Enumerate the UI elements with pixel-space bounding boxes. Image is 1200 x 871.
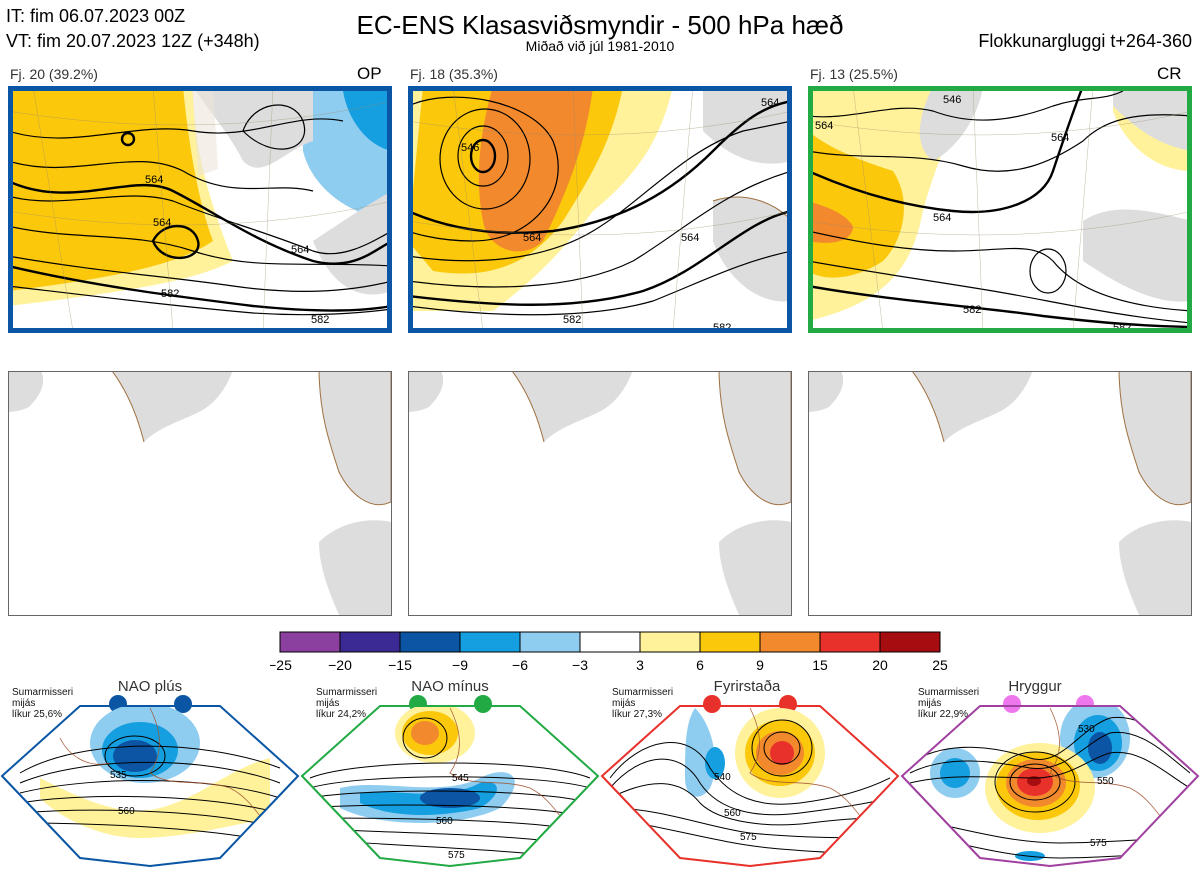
regime-2-map: 545 560 575 — [300, 695, 600, 868]
regime-contour-label: 550 — [1097, 776, 1114, 787]
regime-3-name: Fyrirstaða — [713, 678, 781, 695]
contour-label: 564 — [153, 217, 171, 229]
panel-3-label: Fj. 13 (25.5%) — [810, 66, 898, 82]
regime-1-name: NAO plús — [117, 678, 183, 695]
colorbar-tick-label: −15 — [388, 657, 412, 673]
colorbar-tick-label: 25 — [932, 657, 948, 673]
colorbar-tick-label: 15 — [812, 657, 828, 673]
regime-contour-label: 530 — [1078, 724, 1095, 735]
panel-1-tag: OP — [357, 64, 382, 83]
colorbar-tick-label: 20 — [872, 657, 888, 673]
empty-map-1 — [8, 371, 392, 616]
colorbar-tick-label: 6 — [696, 657, 704, 673]
colorbar-box — [579, 631, 641, 653]
colorbar-box — [339, 631, 401, 653]
panel-3-tag: CR — [1157, 64, 1182, 83]
regime-contour-label: 575 — [740, 832, 757, 843]
colorbar-box — [459, 631, 521, 653]
colorbar-tick-label: −25 — [270, 657, 292, 673]
colorbar-tick-label: −6 — [512, 657, 528, 673]
regime-contour-label: 560 — [724, 808, 741, 819]
colorbar-tick-label: 3 — [636, 657, 644, 673]
contour-label: 564 — [815, 120, 833, 132]
contour-label: 546 — [461, 142, 479, 154]
initial-time: IT: fim 06.07.2023 00Z — [6, 6, 186, 26]
regime-4-map: 530 550 575 — [900, 695, 1200, 868]
contour-label: 564 — [145, 174, 163, 186]
regime-contour-label: 535 — [110, 770, 127, 781]
regime-3-map: 540 560 575 — [600, 695, 900, 868]
regime-2-caption: Sumarmisseri mijás líkur 24,2% — [316, 687, 378, 720]
colorbar-box — [279, 631, 341, 653]
colorbar-box — [699, 631, 761, 653]
regime-4-caption: Sumarmisseri mijás líkur 22,9% — [918, 687, 980, 720]
colorbar-tick-label: 9 — [756, 657, 764, 673]
contour-label: 546 — [943, 94, 961, 106]
regime-row: Sumarmisseri mijás líkur 25,6% NAO plús — [0, 678, 1200, 871]
regime-contour-label: 545 — [452, 773, 469, 784]
contour-label: 582 — [713, 322, 731, 328]
regime-contour-label: 560 — [118, 806, 135, 817]
colorbar-tick-label: −9 — [452, 657, 468, 673]
contour-label: 582 — [563, 314, 581, 326]
regime-contour-label: 575 — [1090, 838, 1107, 849]
regime-3-caption: Sumarmisseri mijás líkur 27,3% — [612, 687, 674, 720]
regime-contour-label: 560 — [436, 816, 453, 827]
contour-label: 582 — [1113, 322, 1131, 328]
contour-label: 582 — [963, 304, 981, 316]
colorbar-box — [879, 631, 941, 653]
panel-2-label: Fj. 18 (35.3%) — [410, 66, 498, 82]
regime-contour-label: 575 — [448, 850, 465, 861]
contour-label: 564 — [681, 232, 699, 244]
contour-label: 564 — [933, 212, 951, 224]
colorbar-tick-label: −20 — [328, 657, 352, 673]
regime-contour-label: 540 — [714, 772, 731, 783]
cluster-map-2: 546 564 564 564 582 582 — [408, 86, 792, 333]
page-subtitle: Miðað við júl 1981-2010 — [525, 38, 675, 54]
regime-2-name: NAO mínus — [411, 678, 489, 695]
panel-1-label: Fj. 20 (39.2%) — [10, 66, 98, 82]
empty-map-2 — [408, 371, 792, 616]
contour-label: 564 — [1051, 132, 1069, 144]
contour-label: 564 — [523, 232, 541, 244]
empty-map-3 — [808, 371, 1192, 616]
valid-time: VT: fim 20.07.2023 12Z (+348h) — [6, 31, 260, 51]
regime-1-map: 535 560 — [0, 695, 300, 868]
regime-4-name: Hryggur — [1008, 678, 1062, 695]
colorbar-tick-label: −3 — [572, 657, 588, 673]
colorbar-box — [519, 631, 581, 653]
cluster-map-1: 564 564 564 582 582 — [8, 86, 392, 333]
colorbar-box — [819, 631, 881, 653]
colorbar-box — [639, 631, 701, 653]
contour-label: 564 — [291, 244, 309, 256]
contour-label: 582 — [311, 314, 329, 326]
contour-label: 582 — [161, 288, 179, 300]
colorbar-box — [399, 631, 461, 653]
cluster-map-3: 546 564 564 564 582 582 — [808, 86, 1192, 333]
page-title: EC-ENS Klasasviðsmyndir - 500 hPa hæð — [356, 10, 844, 40]
colorbar: −25 −20 −15 −9 −6 −3 3 6 9 15 20 25 — [270, 631, 948, 673]
regime-1-caption: Sumarmisseri mijás líkur 25,6% — [12, 687, 74, 720]
contour-label: 564 — [761, 97, 779, 109]
colorbar-box — [759, 631, 821, 653]
classification-window: Flokkunargluggi t+264-360 — [978, 31, 1192, 51]
